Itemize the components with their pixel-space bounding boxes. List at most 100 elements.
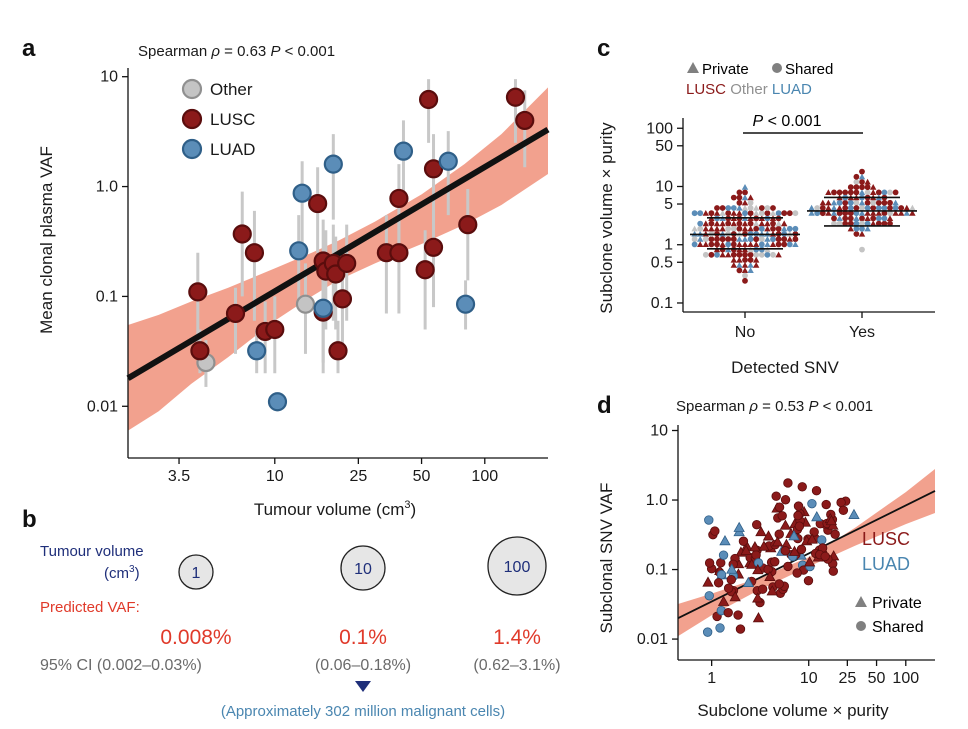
panel-a-legend: Other LUSC LUAD — [181, 78, 255, 160]
data-point-luad — [292, 183, 312, 203]
data-point-shared — [793, 501, 804, 511]
data-point-shared — [775, 225, 782, 232]
data-point-private — [747, 267, 754, 273]
data-point-shared — [730, 225, 737, 232]
data-point-shared — [870, 215, 877, 222]
data-point-shared — [708, 241, 715, 248]
data-point-shared — [723, 607, 733, 618]
data-point-private — [742, 576, 755, 587]
data-point-private — [775, 220, 782, 227]
data-point-private — [736, 256, 743, 263]
data-point-shared — [725, 236, 732, 243]
data-point-shared — [881, 215, 888, 222]
data-point-shared — [847, 189, 854, 196]
data-point-shared — [764, 205, 771, 211]
data-point-shared — [747, 236, 754, 243]
data-point-shared — [842, 220, 849, 227]
ci-100: (0.62–3.1%) — [473, 657, 560, 674]
data-point-private — [870, 184, 877, 190]
data-point-shared — [792, 210, 799, 217]
data-point-shared — [764, 210, 771, 217]
data-point-shared — [781, 210, 788, 217]
panel-a-xtick-label: 100 — [471, 468, 498, 485]
data-point-shared — [781, 241, 788, 248]
data-point-shared — [704, 515, 714, 525]
data-point-shared — [736, 225, 743, 232]
data-point-shared — [853, 199, 860, 206]
data-point-private — [779, 519, 792, 530]
legend-private-triangle-icon — [687, 62, 699, 73]
data-point-shared — [881, 205, 888, 211]
data-point-shared — [853, 220, 860, 227]
panel-c-pvalue: P < 0.001 — [753, 113, 822, 130]
panel-d-ytick-label: 0.1 — [646, 562, 668, 579]
data-point-shared — [715, 623, 725, 633]
data-point-private — [764, 225, 771, 232]
data-point-shared — [811, 485, 822, 496]
data-point-private — [909, 204, 916, 211]
data-point-shared — [747, 251, 754, 258]
data-point-shared — [704, 591, 714, 601]
data-point-shared — [797, 482, 807, 492]
data-point-private — [730, 210, 737, 216]
volume-value-1: 1 — [192, 565, 201, 582]
data-point-private — [749, 541, 761, 552]
data-point-shared — [742, 251, 748, 258]
data-point-private — [753, 204, 760, 211]
data-point-private — [825, 204, 832, 211]
data-point-private — [909, 210, 916, 216]
data-point-private — [808, 204, 815, 211]
data-point-private — [736, 236, 743, 242]
data-point-private — [830, 199, 838, 206]
volume-value-10: 10 — [354, 561, 372, 578]
data-point-shared — [753, 236, 760, 243]
volume-value-100: 100 — [504, 559, 531, 576]
data-point-private — [753, 241, 760, 247]
data-point-lusc — [244, 243, 265, 263]
data-point-shared — [708, 251, 715, 258]
data-point-shared — [870, 205, 877, 211]
data-point-private — [719, 241, 726, 247]
legend-d-private-label: Private — [872, 595, 922, 612]
data-point-shared — [719, 205, 726, 211]
data-point-lusc — [265, 319, 285, 340]
data-point-shared — [742, 277, 748, 284]
data-point-luad — [247, 341, 267, 361]
data-point-shared — [753, 225, 760, 232]
data-point-shared — [730, 205, 737, 211]
panel-a-xtick-label: 3.5 — [168, 468, 190, 485]
data-point-private — [702, 225, 709, 232]
panel-a-axes: 3.5 10 25 50 100 0.01 0.1 1.0 10 — [87, 68, 548, 485]
data-point-private — [713, 210, 721, 216]
data-point-private — [719, 220, 726, 227]
data-point-private — [781, 220, 788, 227]
data-point-lusc — [308, 193, 328, 214]
data-point-shared — [859, 215, 865, 222]
data-point-shared — [836, 497, 846, 508]
ci-1: 95% CI (0.002–0.03%) — [40, 657, 202, 674]
panel-d-band-area — [678, 468, 935, 637]
data-point-shared — [770, 220, 776, 227]
data-point-lusc — [225, 303, 246, 324]
panel-d-axes: 1 10 25 50 100 0.01 0.1 1.0 10 — [637, 423, 935, 687]
data-point-shared — [697, 220, 704, 227]
data-point-shared — [770, 236, 776, 243]
data-point-private — [697, 241, 704, 247]
data-point-shared — [742, 272, 748, 279]
data-point-private — [713, 225, 721, 232]
data-point-lusc — [423, 237, 444, 257]
data-point-shared — [736, 199, 743, 206]
data-point-private — [736, 262, 743, 268]
data-point-shared — [887, 220, 893, 227]
data-point-shared — [796, 544, 807, 555]
data-point-shared — [887, 205, 893, 211]
ci-10: (0.06–0.18%) — [315, 657, 411, 674]
data-point-shared — [853, 231, 860, 237]
data-point-other — [295, 294, 316, 314]
data-point-shared — [736, 251, 743, 258]
data-point-shared — [702, 627, 713, 637]
data-point-private — [758, 540, 770, 551]
data-point-private — [752, 612, 765, 623]
data-point-lusc — [337, 253, 357, 273]
data-point-private — [719, 225, 726, 232]
